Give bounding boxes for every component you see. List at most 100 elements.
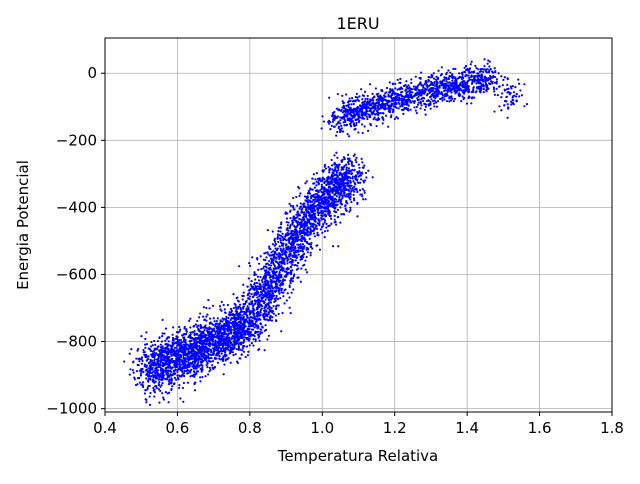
scatter-point: [198, 355, 200, 357]
scatter-point: [260, 255, 262, 257]
scatter-point: [220, 310, 222, 312]
scatter-point: [289, 307, 291, 309]
scatter-point: [362, 198, 364, 200]
scatter-point: [243, 351, 245, 353]
scatter-point: [299, 227, 301, 229]
scatter-point: [258, 263, 260, 265]
scatter-point: [331, 159, 333, 161]
scatter-point: [362, 107, 364, 109]
scatter-point: [140, 374, 142, 376]
scatter-point: [142, 371, 144, 373]
scatter-point: [309, 199, 311, 201]
scatter-point: [298, 195, 300, 197]
scatter-point: [193, 367, 195, 369]
scatter-point: [272, 243, 274, 245]
scatter-point: [262, 278, 264, 280]
scatter-point: [219, 355, 221, 357]
scatter-point: [176, 336, 178, 338]
scatter-point: [314, 178, 316, 180]
scatter-point: [221, 346, 223, 348]
scatter-point: [394, 83, 396, 85]
scatter-point: [309, 218, 311, 220]
scatter-point: [197, 361, 199, 363]
scatter-point: [178, 368, 180, 370]
scatter-point: [199, 326, 201, 328]
scatter-point: [210, 349, 212, 351]
scatter-point: [159, 386, 161, 388]
scatter-point: [342, 185, 344, 187]
scatter-point: [271, 316, 273, 318]
scatter-point: [338, 186, 340, 188]
scatter-point: [293, 236, 295, 238]
scatter-point: [276, 271, 278, 273]
scatter-point: [346, 113, 348, 115]
scatter-point: [304, 195, 306, 197]
scatter-point: [372, 112, 374, 114]
scatter-point: [339, 184, 341, 186]
scatter-point: [352, 177, 354, 179]
scatter-point: [443, 98, 445, 100]
scatter-point: [129, 353, 131, 355]
scatter-point: [295, 221, 297, 223]
scatter-point: [293, 275, 295, 277]
scatter-point: [295, 196, 297, 198]
scatter-point: [167, 359, 169, 361]
scatter-point: [281, 267, 283, 269]
scatter-point: [276, 276, 278, 278]
scatter-point: [260, 294, 262, 296]
scatter-point: [198, 316, 200, 318]
scatter-point: [196, 343, 198, 345]
scatter-point: [276, 238, 278, 240]
scatter-point: [275, 308, 277, 310]
scatter-point: [308, 227, 310, 229]
scatter-point: [353, 186, 355, 188]
scatter-point: [447, 91, 449, 93]
scatter-point: [404, 99, 406, 101]
scatter-point: [295, 214, 297, 216]
scatter-point: [274, 252, 276, 254]
scatter-point: [243, 305, 245, 307]
scatter-point: [432, 90, 434, 92]
scatter-point: [199, 376, 201, 378]
scatter-point: [294, 247, 296, 249]
scatter-point: [129, 368, 131, 370]
scatter-point: [162, 370, 164, 372]
scatter-point: [264, 324, 266, 326]
scatter-point: [286, 229, 288, 231]
scatter-point: [182, 373, 184, 375]
scatter-point: [260, 288, 262, 290]
scatter-point: [223, 338, 225, 340]
scatter-point: [286, 267, 288, 269]
scatter-point: [303, 237, 305, 239]
scatter-point: [277, 262, 279, 264]
scatter-point: [405, 92, 407, 94]
scatter-point: [161, 382, 163, 384]
scatter-point: [433, 78, 435, 80]
scatter-point: [182, 362, 184, 364]
scatter-point: [418, 90, 420, 92]
scatter-point: [382, 98, 384, 100]
scatter-point: [179, 366, 181, 368]
scatter-point: [141, 368, 143, 370]
scatter-point: [167, 372, 169, 374]
scatter-point: [343, 105, 345, 107]
scatter-point: [247, 354, 249, 356]
scatter-point: [280, 330, 282, 332]
scatter-point: [174, 373, 176, 375]
scatter-point: [410, 78, 412, 80]
scatter-point: [416, 87, 418, 89]
scatter-point: [157, 365, 159, 367]
scatter-point: [341, 109, 343, 111]
scatter-point: [341, 194, 343, 196]
scatter-point: [369, 98, 371, 100]
scatter-point: [183, 334, 185, 336]
scatter-point: [429, 104, 431, 106]
scatter-point: [338, 196, 340, 198]
scatter-point: [260, 309, 262, 311]
scatter-point: [189, 326, 191, 328]
scatter-point: [236, 335, 238, 337]
scatter-point: [389, 88, 391, 90]
scatter-point: [357, 181, 359, 183]
scatter-point: [327, 210, 329, 212]
scatter-point: [355, 188, 357, 190]
